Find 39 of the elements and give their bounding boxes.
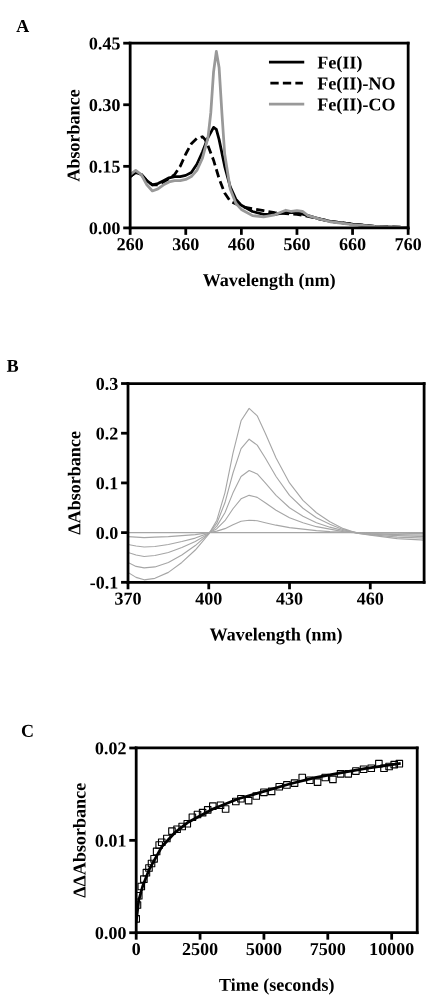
x-tick-label: 400 [195, 592, 222, 605]
y-tick-label: 0.00 [89, 222, 120, 235]
y-tick-label: 0.00 [95, 926, 126, 940]
x-tick-label: 260 [117, 238, 144, 251]
y-tick-label: 0.01 [95, 834, 126, 847]
x-tick-label: 460 [356, 592, 384, 605]
y-axis-title: ΔΔAbsorbance [72, 783, 86, 898]
legend-label: Fe(II) [317, 55, 362, 73]
y-tick-label: 0.0 [96, 526, 118, 540]
x-tick-label: 5000 [246, 942, 282, 956]
x-tick-label: 760 [395, 238, 422, 251]
x-tick-label: 7500 [310, 942, 346, 956]
y-tick-label: 0.2 [96, 427, 118, 440]
chart-title: C [21, 724, 33, 737]
x-tick-label: 660 [339, 238, 366, 251]
x-tick-label: 460 [228, 238, 255, 251]
y-tick-label: 0.15 [89, 160, 120, 173]
y-tick-label: 0.3 [96, 377, 118, 391]
x-tick-label: 370 [115, 592, 141, 605]
x-tick-label: 430 [276, 592, 303, 605]
y-axis-title: Absorbance [66, 89, 80, 182]
y-tick-label: 0.02 [95, 742, 126, 755]
x-axis-title: Time (seconds) [219, 978, 334, 995]
chart-title: B [6, 359, 19, 372]
y-tick-label: 0.45 [89, 37, 120, 50]
x-axis-title: Wavelength (nm) [202, 273, 335, 290]
y-tick-label: -0.1 [90, 576, 118, 589]
x-axis-title: Wavelength (nm) [209, 627, 342, 645]
legend-label: Fe(II)-NO [317, 76, 395, 94]
x-tick-label: 10000 [370, 942, 414, 956]
y-tick-label: 0.1 [96, 477, 118, 490]
legend-label: Fe(II)-CO [317, 97, 395, 115]
x-tick-label: 0 [132, 942, 141, 956]
x-tick-label: 560 [284, 238, 310, 251]
x-tick-label: 2500 [182, 942, 218, 956]
x-tick-label: 360 [172, 238, 199, 251]
chart-title: A [16, 20, 30, 32]
y-axis-title: ΔAbsorbance [67, 431, 81, 535]
y-tick-label: 0.30 [89, 99, 120, 112]
